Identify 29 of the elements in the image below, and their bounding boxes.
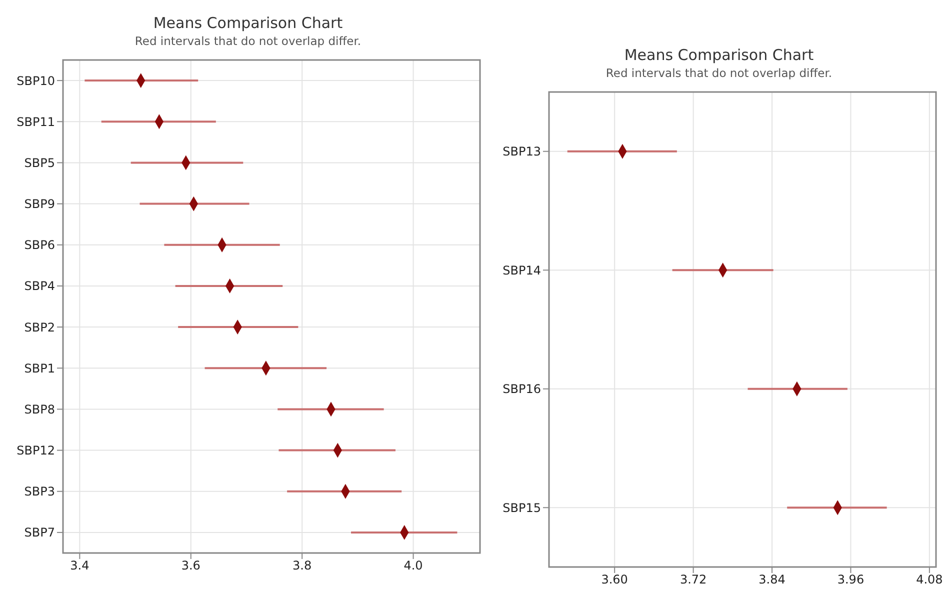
y-tick-label: SBP16 [502, 382, 541, 396]
y-tick-label: SBP3 [24, 484, 55, 499]
chart-subtitle: Red intervals that do not overlap differ. [604, 66, 834, 80]
x-tick-label: 3.4 [70, 558, 90, 573]
x-tick-label: 3.8 [292, 558, 312, 573]
x-tick-label: 3.72 [680, 572, 707, 587]
y-tick-label: SBP1 [24, 361, 55, 376]
y-tick-label: SBP15 [502, 500, 541, 515]
y-tick-label: SBP11 [16, 114, 55, 129]
x-tick-label: 3.96 [837, 572, 864, 587]
y-tick-label: SBP14 [502, 263, 541, 278]
y-tick-label: SBP10 [16, 74, 55, 88]
chart-title: Means Comparison Chart [623, 46, 815, 64]
y-tick-label: SBP2 [24, 320, 55, 334]
x-tick-label: 3.84 [758, 572, 786, 587]
y-tick-label: SBP4 [24, 279, 55, 294]
y-tick-label: SBP5 [24, 156, 55, 170]
y-tick-label: SBP9 [24, 197, 55, 212]
y-tick-label: SBP7 [24, 526, 55, 540]
y-tick-label: SBP13 [502, 144, 541, 159]
x-tick-label: 3.60 [601, 572, 628, 587]
y-tick-label: SBP8 [24, 402, 55, 416]
chart-subtitle: Red intervals that do not overlap differ. [134, 34, 362, 48]
chart-title: Means Comparison Chart [152, 14, 344, 32]
x-tick-label: 4.0 [404, 558, 423, 573]
x-tick-label: 3.6 [181, 558, 200, 573]
x-tick-label: 4.08 [916, 572, 943, 587]
y-tick-label: SBP12 [16, 444, 55, 458]
y-tick-label: SBP6 [24, 238, 55, 252]
